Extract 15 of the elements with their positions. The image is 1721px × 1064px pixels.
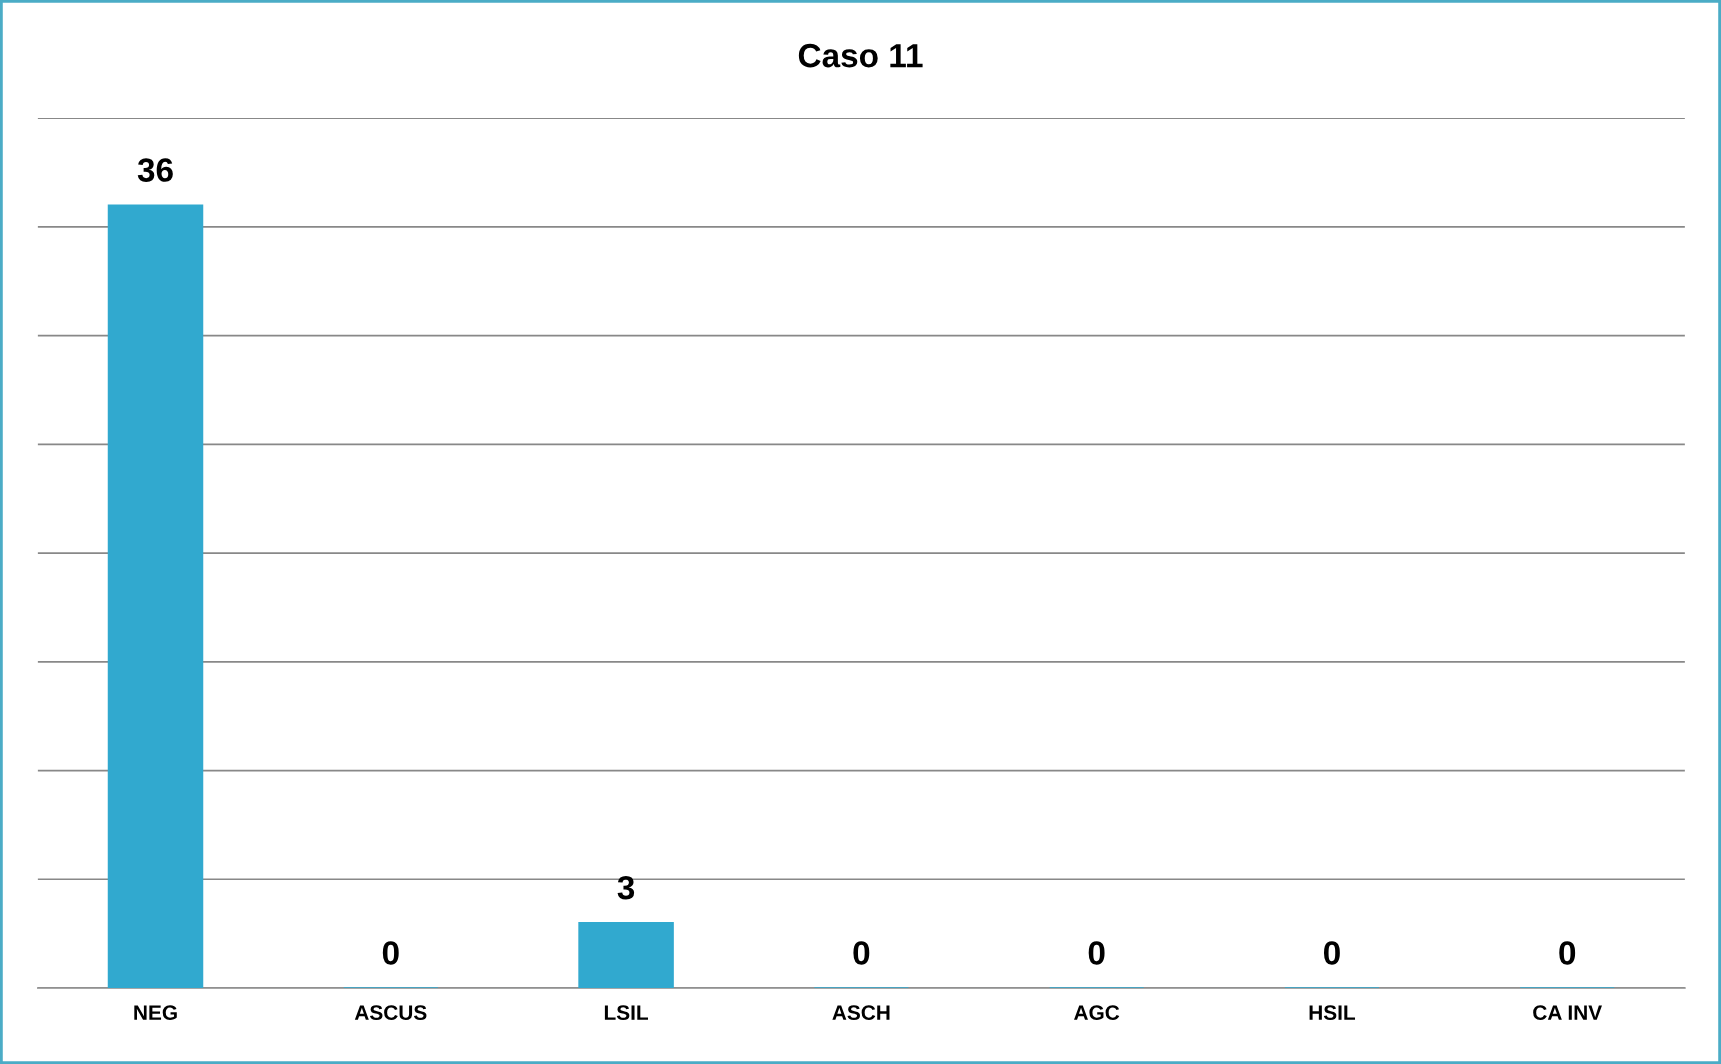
x-tick-label: LSIL: [604, 1005, 648, 1020]
chart-title: Caso 11: [798, 43, 923, 68]
data-label: 0: [1088, 941, 1105, 965]
data-label: 3: [617, 875, 635, 900]
data-label: 0: [382, 941, 399, 965]
x-tick-label: ASCH: [832, 1005, 890, 1020]
data-label: 0: [1559, 941, 1576, 965]
x-tick-label: CA INV: [1533, 1005, 1602, 1020]
x-tick-label: AGC: [1074, 1005, 1120, 1020]
data-label: 36: [137, 158, 173, 182]
x-tick-label: HSIL: [1309, 1005, 1356, 1020]
data-label: 0: [1323, 941, 1340, 965]
data-label: 0: [853, 941, 870, 965]
x-tick-label: ASCUS: [354, 1005, 427, 1020]
x-tick-label: NEG: [134, 1005, 177, 1020]
